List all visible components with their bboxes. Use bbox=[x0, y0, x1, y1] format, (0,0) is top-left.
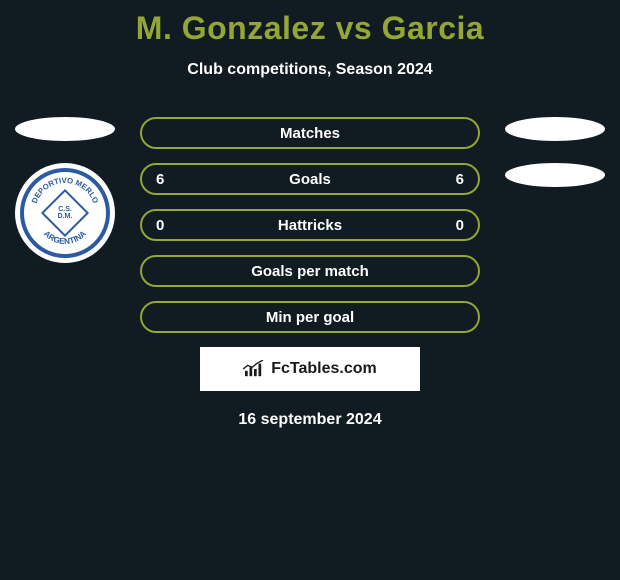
date-text: 16 september 2024 bbox=[0, 411, 620, 429]
brand-logo-box: FcTables.com bbox=[200, 347, 420, 391]
stat-right-value: 6 bbox=[456, 171, 464, 188]
bar-chart-icon bbox=[243, 360, 265, 378]
stat-right-value: 0 bbox=[456, 217, 464, 234]
stat-row-min-per-goal: Min per goal bbox=[140, 301, 480, 333]
player-right-avatar-placeholder bbox=[505, 117, 605, 141]
club-badge-inner-text: C.S. D.M. bbox=[50, 206, 80, 220]
subtitle: Club competitions, Season 2024 bbox=[0, 61, 620, 79]
stats-rows: Matches 6 Goals 6 0 Hattricks 0 Goals pe… bbox=[140, 117, 480, 333]
stat-label: Matches bbox=[280, 125, 340, 142]
brand-text: FcTables.com bbox=[271, 360, 377, 378]
stat-label: Goals per match bbox=[251, 263, 369, 280]
page-title: M. Gonzalez vs Garcia bbox=[0, 0, 620, 47]
stat-row-goals: 6 Goals 6 bbox=[140, 163, 480, 195]
stat-row-matches: Matches bbox=[140, 117, 480, 149]
club-badge-right-placeholder bbox=[505, 163, 605, 187]
stat-row-goals-per-match: Goals per match bbox=[140, 255, 480, 287]
player-right-column bbox=[500, 117, 610, 209]
stat-label: Min per goal bbox=[266, 309, 354, 326]
stat-row-hattricks: 0 Hattricks 0 bbox=[140, 209, 480, 241]
player-left-column: DEPORTIVO MERLO ARGENTINA C.S. D.M. bbox=[10, 117, 120, 263]
stat-left-value: 6 bbox=[156, 171, 164, 188]
club-badge-left: DEPORTIVO MERLO ARGENTINA C.S. D.M. bbox=[15, 163, 115, 263]
stat-left-value: 0 bbox=[156, 217, 164, 234]
player-left-avatar-placeholder bbox=[15, 117, 115, 141]
comparison-content: DEPORTIVO MERLO ARGENTINA C.S. D.M. Mat bbox=[0, 117, 620, 429]
stat-label: Goals bbox=[289, 171, 331, 188]
stat-label: Hattricks bbox=[278, 217, 342, 234]
